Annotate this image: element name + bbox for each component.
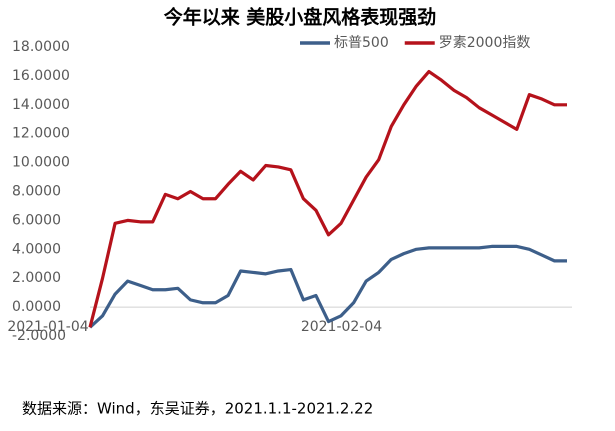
y-tick-label: 6.0000: [12, 212, 61, 228]
y-tick-label: 18.0000: [12, 39, 70, 55]
chart-title: 今年以来 美股小盘风格表现强劲: [163, 6, 437, 29]
y-tick-label: 4.0000: [12, 241, 61, 257]
series-line: [88, 69, 567, 328]
y-tick-label: 12.0000: [12, 126, 70, 142]
source-note: 数据来源：Wind，东吴证券，2021.1.1-2021.2.22: [22, 400, 373, 418]
series-line: [88, 244, 567, 329]
y-tick-label: 16.0000: [12, 68, 70, 84]
x-tick-label: 2021-02-04: [301, 319, 382, 335]
y-tick-label: 10.0000: [12, 155, 70, 171]
legend-label: 标普500: [334, 35, 389, 51]
x-tick-label: 2021-01-04: [7, 319, 88, 335]
y-tick-label: -2.0000: [12, 328, 66, 344]
y-tick-label: 2.0000: [12, 270, 61, 286]
legend-label: 罗素2000指数: [439, 35, 531, 51]
y-tick-label: 0.0000: [12, 299, 61, 315]
y-tick-label: 8.0000: [12, 184, 61, 200]
y-tick-label: 14.0000: [12, 97, 70, 113]
